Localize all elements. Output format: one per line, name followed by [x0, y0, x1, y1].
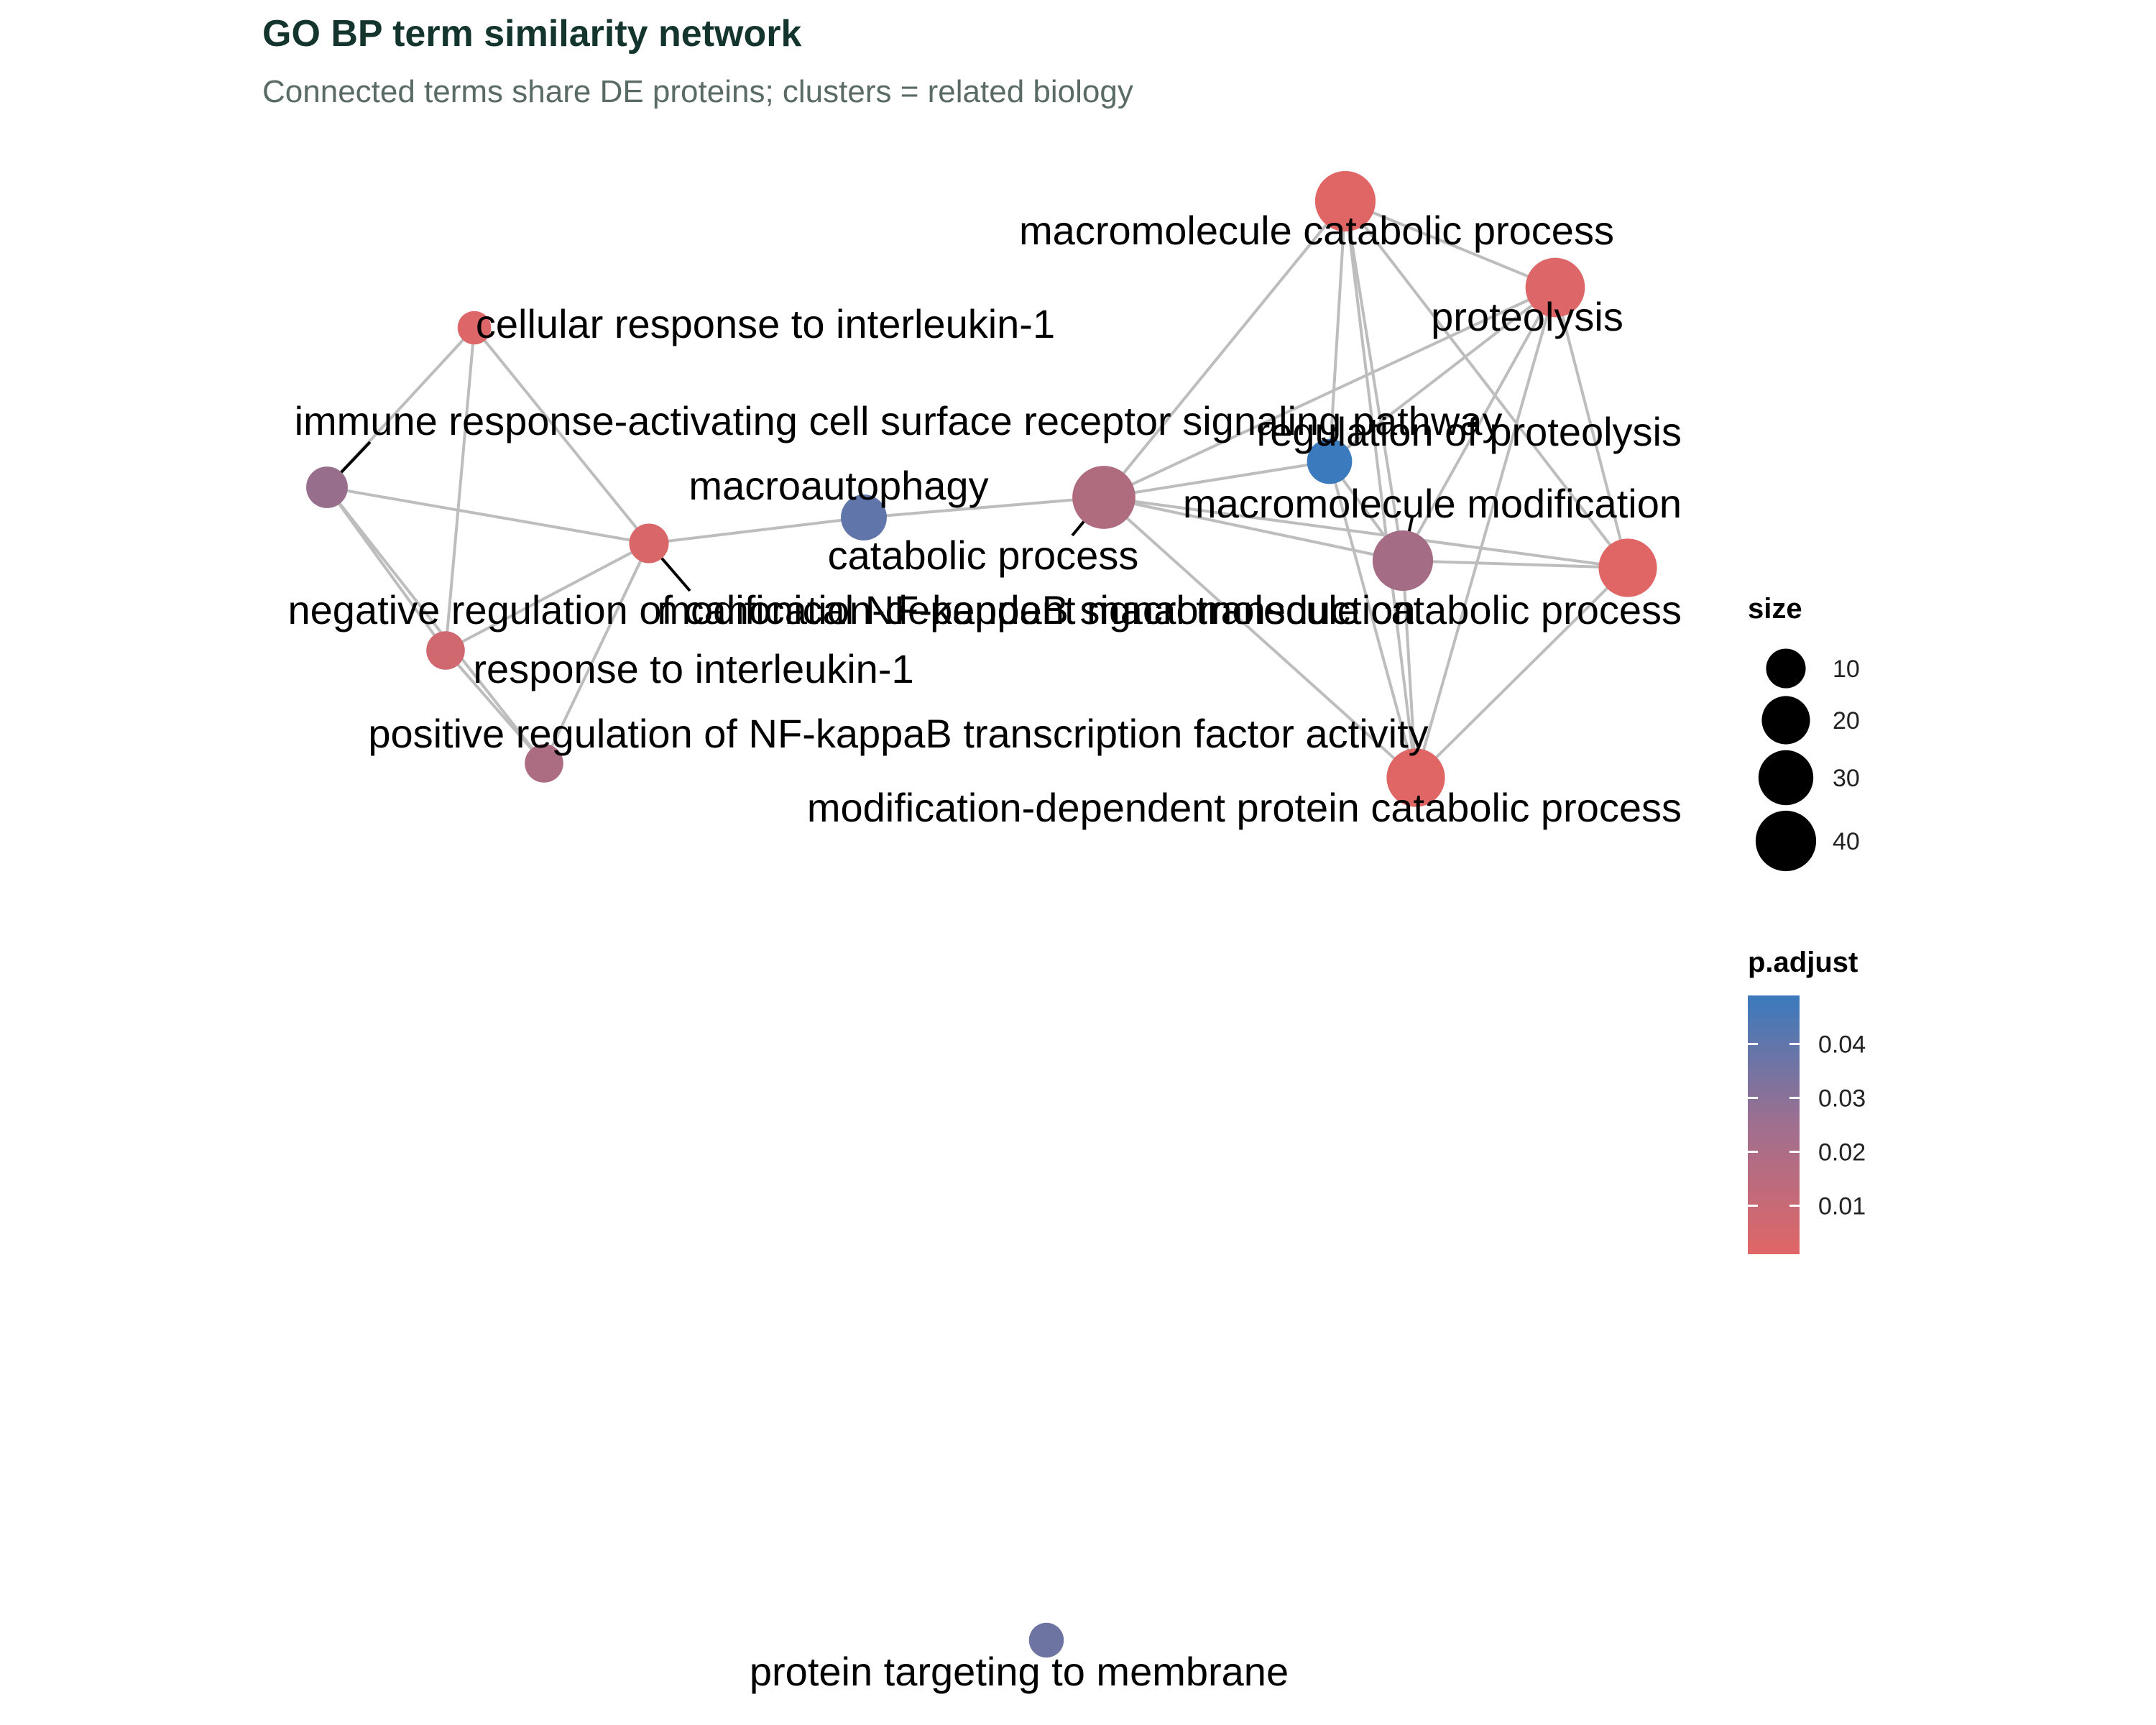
edge-macroaut-catab [863, 496, 1105, 519]
edge-mmod-mdpcp [1401, 560, 1417, 778]
edge-irac-nrNFkB [326, 486, 650, 545]
edge-mdmcp-mdpcp [1414, 566, 1629, 779]
edge-crIL1-nrNFkB [473, 326, 650, 545]
node-label-mdmcp: modification-dependent macromolecule cat… [657, 587, 1682, 632]
size-legend-key-40 [1755, 810, 1817, 872]
node-label-mcp: macromolecule catabolic process [1019, 208, 1614, 253]
node-mdpcp [1386, 748, 1445, 807]
node-label-mdpcp: modification-dependent protein catabolic… [807, 785, 1682, 830]
node-mdmcp [1598, 538, 1657, 597]
label-layer: macromolecule catabolic process proteolys… [288, 208, 1682, 1694]
node-crIL1 [457, 310, 492, 345]
color-legend-bar [1748, 995, 1800, 1254]
size-legend-label: 40 [1833, 828, 1860, 855]
size-legend-label: 20 [1833, 707, 1860, 735]
node-label-mmod: macromolecule modification [1183, 481, 1682, 526]
size-legend-key-20 [1761, 696, 1810, 745]
edge-catab-regprot [1103, 460, 1330, 499]
node-macroaut [841, 494, 887, 540]
edge-catab-mcp [1102, 200, 1347, 499]
edge-nrNFkB-prNFkB [543, 543, 650, 764]
edge-mcp-mdpcp [1344, 201, 1417, 778]
node-label-regprot: regulation of proteolysis [1257, 409, 1682, 454]
color-legend-label: 0.02 [1818, 1139, 1866, 1167]
size-legend: size 10 20 30 40 [1748, 593, 1860, 872]
size-legend-title: size [1748, 593, 1802, 625]
node-nrNFkB [629, 523, 669, 564]
color-legend: p.adjust 0.04 0.03 0.02 0.01 [1748, 947, 1866, 1254]
edge-prot-mmod [1401, 287, 1557, 561]
chart-title: GO BP term similarity network [262, 13, 801, 55]
size-legend-key-10 [1766, 648, 1806, 689]
edge-regprot-mdpcp [1328, 461, 1417, 778]
node-ptm [1028, 1622, 1064, 1658]
edge-mcp-prot [1345, 200, 1556, 289]
edge-nrNFkB-rIL1 [445, 542, 650, 652]
node-label-ptm: protein targeting to membrane [750, 1649, 1289, 1694]
color-legend-title: p.adjust [1748, 947, 1858, 978]
node-label-nrNFkB: negative regulation of canonical NF-kapp… [288, 587, 1416, 632]
color-legend-label: 0.03 [1818, 1085, 1866, 1113]
node-irac [306, 466, 348, 508]
node-label-crIL1: cellular response to interleukin-1 [476, 301, 1055, 346]
node-layer [306, 170, 1657, 1658]
edge-irac-prNFkB [326, 486, 545, 765]
node-regprot [1307, 438, 1353, 484]
edge-mcp-mdmcp [1344, 200, 1629, 569]
size-legend-key-30 [1758, 750, 1814, 806]
edge-catab-mdpcp [1102, 496, 1417, 779]
node-prNFkB [525, 744, 563, 783]
node-label-catab: catabolic process [828, 533, 1139, 578]
edge-prot-mdmcp [1554, 287, 1629, 569]
edge-mmod-mdmcp [1402, 559, 1628, 569]
node-label-macroaut: macroautophagy [688, 463, 988, 508]
node-mmod [1372, 530, 1434, 592]
edge-mcp-mmod [1344, 201, 1404, 561]
node-rIL1 [426, 631, 465, 670]
edge-nrNFkB-macroaut [648, 516, 865, 545]
edge-prot-regprot [1328, 286, 1557, 463]
chart-subtitle: Connected terms share DE proteins; clust… [262, 74, 1133, 109]
edge-layer [326, 200, 1629, 779]
node-mcp [1314, 170, 1376, 232]
edge-prot-mdpcp [1414, 287, 1557, 778]
node-label-prNFkB: positive regulation of NF-kappaB transcr… [368, 711, 1428, 756]
node-label-prot: proteolysis [1431, 294, 1623, 339]
edge-crIL1-rIL1 [444, 327, 476, 651]
edge-catab-mdmcp [1103, 496, 1628, 569]
edge-rIL1-prNFkB [444, 649, 545, 765]
node-label-rIL1: response to interleukin-1 [473, 646, 913, 691]
color-legend-label: 0.01 [1818, 1193, 1866, 1220]
edge-mcp-regprot [1328, 201, 1347, 462]
size-legend-label: 30 [1833, 765, 1860, 792]
node-catab [1072, 466, 1135, 529]
node-prot [1525, 257, 1585, 318]
edge-catab-prot [1103, 286, 1556, 499]
node-label-irac: immune response-activating cell surface … [295, 398, 1503, 443]
color-legend-label: 0.04 [1818, 1031, 1866, 1059]
size-legend-label: 10 [1833, 656, 1860, 683]
